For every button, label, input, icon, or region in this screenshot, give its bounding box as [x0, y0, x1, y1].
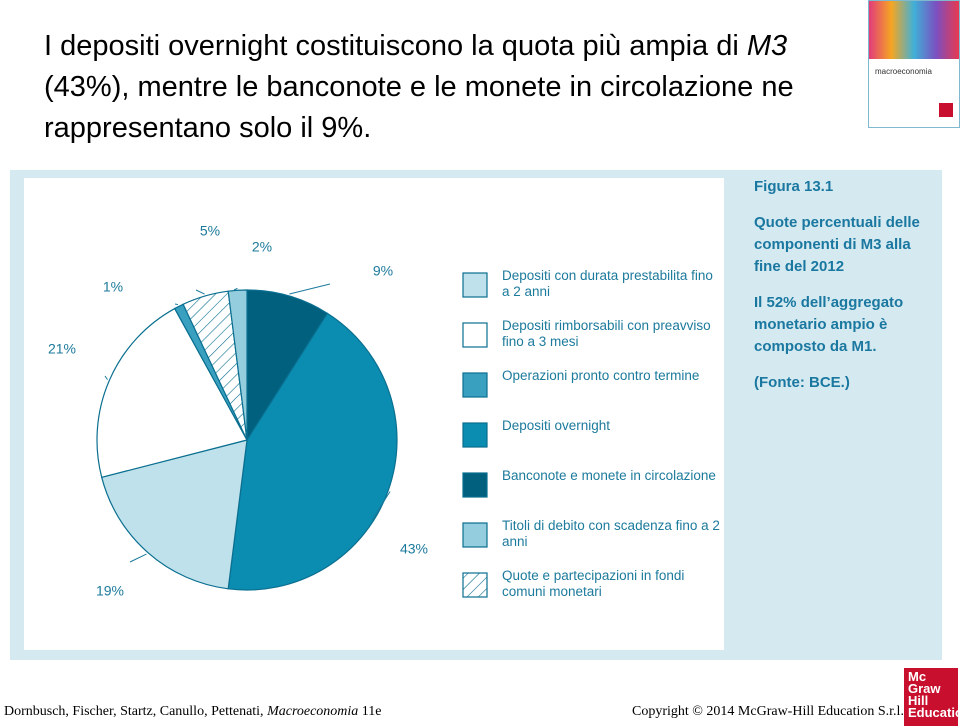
- text: Figura 13.1: [754, 178, 834, 195]
- cover-logo: [939, 103, 953, 117]
- legend-swatch: [462, 422, 488, 448]
- leader-line: [371, 491, 391, 521]
- text: Macroeconomia: [267, 704, 359, 719]
- text: Mc: [908, 669, 927, 684]
- legend-label: Quote e partecipazioni in fondi comuni m…: [502, 568, 685, 599]
- legend-label: Depositi con durata prestabilita fino a …: [502, 268, 713, 299]
- legend-swatch: [462, 272, 488, 298]
- book-cover: macroeconomia: [868, 0, 960, 128]
- legend-swatch: [462, 572, 488, 598]
- leader-line: [174, 303, 179, 306]
- text: Graw: [908, 681, 941, 696]
- data-label: 9%: [373, 263, 393, 279]
- text: 11e: [358, 704, 382, 719]
- legend-swatch: [462, 522, 488, 548]
- leader-line: [129, 553, 147, 563]
- leader-line: [233, 287, 238, 291]
- footer-right: Copyright © 2014 McGraw-Hill Education S…: [632, 704, 904, 719]
- text: Dornbusch, Fischer, Startz, Canullo, Pet…: [4, 704, 268, 719]
- legend-label: Titoli di debito con scadenza fino a 2 a…: [502, 518, 720, 549]
- logo: McGrawHillEducation: [904, 668, 960, 726]
- legend-label: Operazioni pronto contro termine: [502, 368, 700, 383]
- text: I depositi overnight costituiscono la qu…: [44, 30, 747, 62]
- cover-title: macroeconomia: [875, 67, 932, 76]
- leader-line: [104, 375, 108, 380]
- legend-label: Depositi rimborsabili con preavviso fino…: [502, 318, 711, 349]
- leader-line: [289, 283, 331, 295]
- text: Hill: [908, 693, 929, 708]
- pie-slice: [227, 312, 398, 591]
- text: (43%), mentre le banconote e le monete i…: [44, 71, 794, 144]
- data-label: 5%: [200, 223, 220, 239]
- legend-swatch: [462, 322, 488, 348]
- text: (Fonte: BCE.): [754, 374, 850, 391]
- text: Quote percentuali delle componenti di M3…: [754, 214, 920, 275]
- pie-slice: [227, 289, 248, 441]
- heading: I depositi overnight costituiscono la qu…: [44, 26, 844, 149]
- pie-slice: [96, 307, 248, 479]
- text: Education: [908, 705, 960, 720]
- data-label: 19%: [96, 583, 124, 599]
- data-label: 43%: [400, 541, 428, 557]
- pie-slice: [100, 439, 248, 590]
- caption: Figura 13.1 Quote percentuali delle compo…: [754, 176, 934, 408]
- data-label: 1%: [103, 279, 123, 295]
- legend-swatch: [462, 372, 488, 398]
- cover-art: [869, 1, 959, 59]
- leader-line: [195, 289, 205, 295]
- legend-swatch: [462, 472, 488, 498]
- legend-label: Banconote e monete in circolazione: [502, 468, 716, 483]
- legend-label: Depositi overnight: [502, 418, 611, 433]
- text: Il 52% dell’aggregato monetario ampio è …: [754, 294, 904, 355]
- data-label: 2%: [252, 239, 272, 255]
- pie-slice: [246, 289, 329, 443]
- data-label: 21%: [48, 341, 76, 357]
- footer-left: Dornbusch, Fischer, Startz, Canullo, Pet…: [4, 704, 382, 720]
- text: M3: [746, 30, 788, 62]
